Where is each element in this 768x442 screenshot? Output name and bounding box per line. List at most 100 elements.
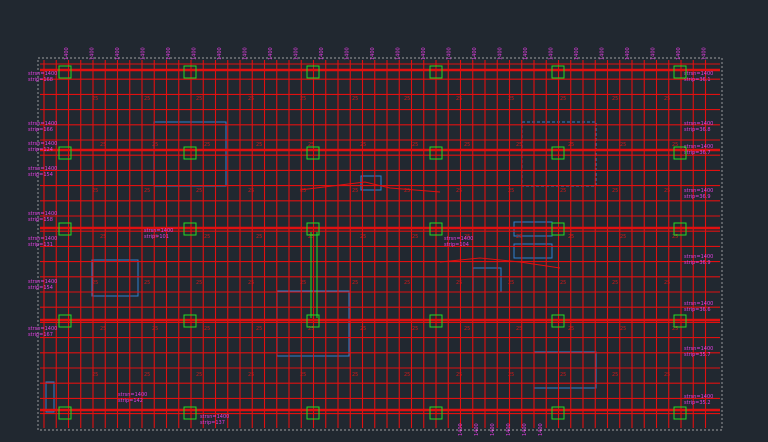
left-label: strsn=1400 [28, 166, 57, 172]
column [306, 65, 320, 79]
top-label: 1400 [166, 47, 172, 60]
column [673, 406, 687, 420]
left-label: strip=154 [28, 172, 53, 178]
cell-label: 25 [360, 326, 366, 332]
cell-label: 25 [196, 188, 202, 194]
cell-label: 25 [248, 96, 254, 102]
top-label: 1400 [600, 47, 606, 60]
rebar-curve [439, 257, 561, 269]
cell-label: 25 [456, 96, 462, 102]
cell-label: 25 [560, 96, 566, 102]
left-label: strsn=1400 [28, 71, 57, 77]
left-label: strsn=1400 [28, 236, 57, 242]
cell-label: 25 [672, 142, 678, 148]
left-label: strip=131 [28, 242, 53, 248]
column [429, 314, 443, 328]
column [183, 146, 197, 160]
column [58, 406, 72, 420]
column [673, 146, 687, 160]
column [551, 314, 565, 328]
note-label: strsn=1400 [118, 392, 147, 398]
left-label: strip=168 [28, 77, 53, 83]
rebar-curve [299, 181, 441, 193]
top-label: 1400 [268, 47, 274, 60]
cell-label: 25 [664, 96, 670, 102]
cell-label: 25 [92, 372, 98, 378]
cell-label: 25 [256, 326, 262, 332]
cell-label: 25 [404, 188, 410, 194]
cell-label: 25 [248, 280, 254, 286]
left-label: strip=158 [28, 217, 53, 223]
column [673, 65, 687, 79]
cell-label: 25 [612, 96, 618, 102]
left-label: strsn=1400 [28, 326, 57, 332]
right-label: strip=36.1 [684, 77, 711, 83]
cell-label: 25 [508, 372, 514, 378]
column [183, 65, 197, 79]
cell-label: 25 [300, 280, 306, 286]
column [673, 222, 687, 236]
rebar-grid [40, 60, 720, 428]
note-label: strsn=1400 [144, 228, 173, 234]
right-label: strip=35.7 [684, 352, 711, 358]
left-label: strip=154 [28, 285, 53, 291]
outline [45, 381, 55, 413]
column [306, 314, 320, 328]
cell-label: 25 [568, 326, 574, 332]
cell-label: 25 [464, 234, 470, 240]
top-label: 1400 [243, 47, 249, 60]
cell-label: 25 [248, 188, 254, 194]
column [551, 65, 565, 79]
cell-label: 25 [196, 96, 202, 102]
column [429, 65, 443, 79]
columns [58, 65, 687, 420]
right-label: strip=36.8 [684, 127, 711, 133]
column [58, 65, 72, 79]
right-label: strip=35.2 [684, 400, 711, 406]
cell-label: 25 [308, 142, 314, 148]
cell-label: 25 [464, 326, 470, 332]
top-label: 1400 [370, 47, 376, 60]
right-label: strsn=1400 [684, 254, 713, 260]
column [429, 146, 443, 160]
bottom-label: 1400 [538, 423, 544, 436]
outline [91, 259, 139, 297]
top-label: 1400 [574, 47, 580, 60]
column [58, 146, 72, 160]
labels: 25 25 25 25 25 25 25 25 25 25 25 25 25 25 25 25 25 25 25 25… [28, 47, 713, 436]
top-label: 1400 [345, 47, 351, 60]
cell-label: 25 [352, 188, 358, 194]
cell-label: 25 [664, 280, 670, 286]
bottom-label: 1400 [506, 423, 512, 436]
cell-label: 25 [508, 96, 514, 102]
bottom-label: 1400 [522, 423, 528, 436]
cell-label: 25 [360, 234, 366, 240]
cell-label: 25 [404, 280, 410, 286]
right-label: strip=36.9 [684, 194, 711, 200]
column [58, 222, 72, 236]
top-label: 1400 [141, 47, 147, 60]
column [183, 222, 197, 236]
top-label: 1400 [498, 47, 504, 60]
top-label: 1400 [447, 47, 453, 60]
cell-label: 25 [204, 234, 210, 240]
cell-label: 25 [620, 234, 626, 240]
cell-label: 25 [672, 234, 678, 240]
cell-label: 25 [92, 280, 98, 286]
cell-label: 25 [144, 280, 150, 286]
cell-label: 25 [612, 280, 618, 286]
outline [360, 175, 382, 191]
top-label: 1400 [523, 47, 529, 60]
top-label: 1400 [90, 47, 96, 60]
cell-label: 25 [516, 234, 522, 240]
cell-label: 25 [144, 372, 150, 378]
cell-label: 25 [412, 234, 418, 240]
cell-label: 25 [144, 96, 150, 102]
bottom-label: 1400 [490, 423, 496, 436]
right-label: strsn=1400 [684, 301, 713, 307]
cell-label: 25 [360, 142, 366, 148]
note-label: strip=142 [118, 398, 143, 404]
cell-label: 25 [152, 142, 158, 148]
cell-label: 25 [464, 142, 470, 148]
